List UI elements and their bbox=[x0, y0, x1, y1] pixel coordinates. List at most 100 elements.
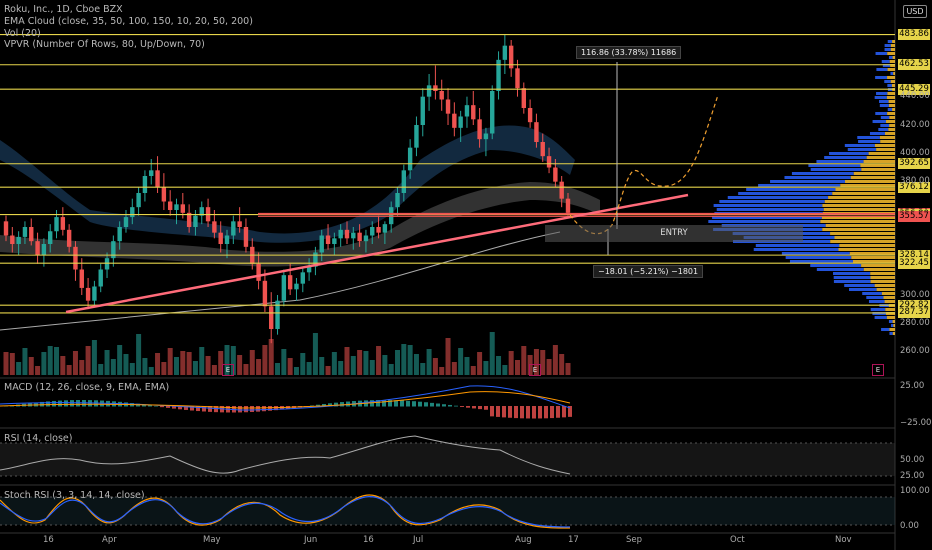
tick-260: 260.00 bbox=[900, 346, 930, 356]
vp-down bbox=[880, 140, 895, 143]
volume-legend[interactable]: Vol (20) bbox=[4, 28, 41, 39]
candle-body bbox=[490, 91, 494, 134]
vp-up bbox=[808, 164, 860, 167]
vp-down bbox=[867, 156, 895, 159]
volume-bar bbox=[344, 347, 349, 375]
symbol-line[interactable]: Roku, Inc., 1D, Cboe BZX bbox=[4, 4, 123, 15]
volume-bar bbox=[553, 345, 558, 375]
candle-body bbox=[389, 207, 393, 224]
vp-up bbox=[770, 180, 845, 183]
candle-body bbox=[162, 187, 166, 201]
volume-bar bbox=[420, 363, 425, 375]
vp-down bbox=[854, 172, 895, 175]
macd-bar bbox=[454, 406, 458, 407]
vp-down bbox=[885, 132, 895, 135]
vp-down bbox=[882, 292, 895, 295]
vp-down bbox=[892, 40, 895, 43]
macd-label[interactable]: MACD (12, 26, close, 9, EMA, EMA) bbox=[4, 382, 169, 393]
volume-bar bbox=[414, 354, 419, 375]
volume-bar bbox=[376, 346, 381, 375]
vp-down bbox=[870, 276, 895, 279]
vp-down bbox=[889, 328, 895, 331]
macd-bar bbox=[478, 406, 482, 409]
vp-down bbox=[835, 188, 895, 191]
vp-down bbox=[826, 224, 895, 227]
candle-body bbox=[566, 199, 570, 213]
candles[interactable] bbox=[4, 34, 570, 343]
macd-bar bbox=[382, 400, 386, 406]
volume-bar bbox=[212, 365, 217, 375]
vp-up bbox=[876, 92, 887, 95]
earnings-badge[interactable]: E bbox=[529, 364, 541, 376]
candle-body bbox=[231, 221, 235, 235]
vp-up bbox=[834, 280, 871, 283]
candle-body bbox=[553, 168, 557, 182]
volume-bars bbox=[4, 332, 571, 375]
vp-up bbox=[890, 72, 893, 75]
volume-bar bbox=[509, 351, 514, 375]
vp-up bbox=[824, 156, 867, 159]
vp-up bbox=[889, 332, 892, 335]
candle-body bbox=[446, 100, 450, 114]
earnings-badge[interactable]: E bbox=[872, 364, 884, 376]
vp-down bbox=[861, 264, 895, 267]
volume-bar bbox=[338, 361, 343, 375]
measure-up-callout[interactable]: 116.86 (33.78%) 11686 bbox=[576, 46, 681, 59]
vpvr-legend[interactable]: VPVR (Number Of Rows, 80, Up/Down, 70) bbox=[4, 39, 205, 50]
candle-body bbox=[528, 108, 532, 122]
candle-body bbox=[357, 233, 361, 242]
x-tick: Jul bbox=[413, 535, 423, 545]
macd-bar bbox=[442, 404, 446, 406]
vp-up bbox=[857, 136, 880, 139]
vp-down bbox=[887, 316, 895, 319]
vp-down bbox=[887, 52, 895, 55]
earnings-badge[interactable]: E bbox=[222, 364, 234, 376]
candle-body bbox=[16, 237, 20, 244]
currency-button[interactable]: USD bbox=[903, 5, 927, 18]
vp-down bbox=[876, 148, 895, 151]
candle-body bbox=[124, 217, 128, 227]
vp-up bbox=[879, 100, 889, 103]
vp-down bbox=[892, 108, 895, 111]
candle-body bbox=[503, 46, 507, 60]
macd-bar bbox=[556, 406, 560, 418]
price-label: 392.65 bbox=[898, 158, 930, 169]
x-tick: 16 bbox=[43, 535, 54, 545]
candle-body bbox=[193, 216, 197, 227]
volume-bar bbox=[105, 350, 110, 375]
vp-up bbox=[880, 124, 889, 127]
vp-up bbox=[878, 128, 888, 131]
volume-bar bbox=[477, 352, 482, 375]
volume-bar bbox=[313, 333, 318, 375]
candle-body bbox=[80, 270, 84, 288]
vp-up bbox=[888, 40, 892, 43]
volume-bar bbox=[180, 351, 185, 375]
macd-bar bbox=[544, 406, 548, 418]
candle-body bbox=[29, 227, 33, 241]
vp-up bbox=[790, 260, 853, 263]
vp-down bbox=[880, 136, 895, 139]
measure-down-callout[interactable]: −18.01 (−5.21%) −1801 bbox=[593, 265, 703, 278]
vp-down bbox=[832, 192, 895, 195]
volume-bar bbox=[275, 363, 280, 375]
vp-down bbox=[887, 76, 895, 79]
x-tick: Nov bbox=[835, 535, 852, 545]
macd-bar bbox=[418, 402, 422, 407]
ema-cloud-legend[interactable]: EMA Cloud (close, 35, 50, 100, 150, 10, … bbox=[4, 16, 253, 27]
stoch-label[interactable]: Stoch RSI (3, 3, 14, 14, close) bbox=[4, 490, 145, 501]
volume-bar bbox=[149, 367, 154, 375]
vp-up bbox=[885, 44, 891, 47]
entry-zone[interactable]: ENTRY bbox=[545, 225, 803, 242]
macd-bar bbox=[508, 406, 512, 418]
volume-bar bbox=[363, 351, 368, 375]
tick-420: 420.00 bbox=[900, 120, 930, 130]
rsi-label[interactable]: RSI (14, close) bbox=[4, 433, 72, 444]
macd-bar bbox=[340, 402, 344, 406]
horizontal-levels[interactable] bbox=[0, 35, 895, 313]
vp-up bbox=[728, 196, 828, 199]
candle-body bbox=[515, 68, 519, 88]
macd-bar bbox=[466, 406, 470, 408]
volume-bar bbox=[269, 339, 274, 375]
tick-380: 380.00 bbox=[900, 176, 930, 186]
